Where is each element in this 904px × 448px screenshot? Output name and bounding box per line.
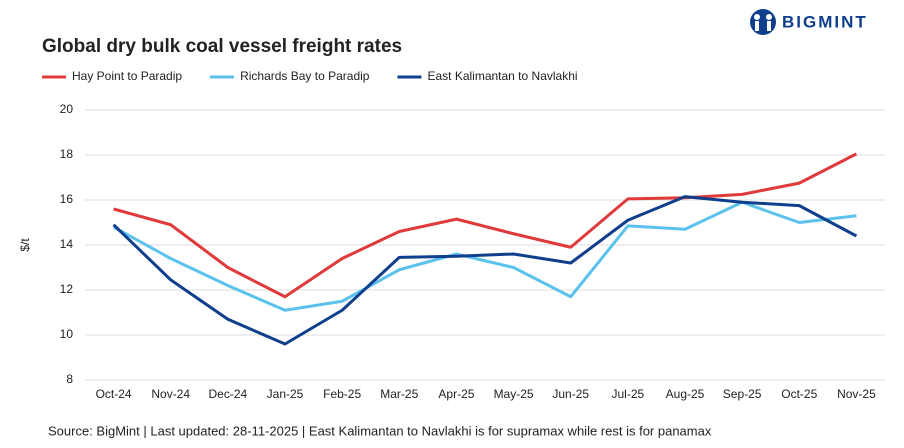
series-line [112,200,857,312]
legend-label: Richards Bay to Paradip [240,69,370,83]
x-tick-label: Nov-24 [151,387,190,401]
x-tick-label: Oct-25 [781,387,817,401]
y-tick-label: 14 [60,237,74,251]
logo-icon-part [767,21,771,31]
logo-icon [750,9,776,35]
y-tick-label: 12 [60,282,74,296]
brand-logo: BIGMINT [750,9,868,35]
y-tick-label: 18 [60,147,74,161]
logo-icon-part [754,14,760,20]
chart-title: Global dry bulk coal vessel freight rate… [42,36,402,57]
x-tick-label: Jun-25 [552,387,589,401]
y-tick-label: 20 [60,102,74,116]
legend-label: East Kalimantan to Navlakhi [427,69,577,83]
x-tick-label: Aug-25 [666,387,705,401]
y-tick-label: 16 [60,192,74,206]
x-tick-label: Mar-25 [380,387,418,401]
y-axis-label: $/t [18,238,32,252]
y-tick-label: 8 [66,372,73,386]
series-line [113,152,858,299]
logo-icon-part [755,21,759,31]
x-tick-label: Jul-25 [612,387,645,401]
legend-label: Hay Point to Paradip [72,69,182,83]
y-tick-label: 10 [60,327,74,341]
x-tick-label: Apr-25 [438,387,474,401]
x-tick-label: Nov-25 [837,387,876,401]
logo-icon-part [766,14,772,20]
x-tick-label: Feb-25 [323,387,361,401]
x-tick-label: Jan-25 [267,387,304,401]
source-note: Source: BigMint | Last updated: 28-11-20… [48,423,712,438]
x-tick-label: Oct-24 [96,387,132,401]
series-line [112,195,858,346]
x-tick-label: Sep-25 [723,387,762,401]
x-tick-label: May-25 [494,387,534,401]
brand-name: BIGMINT [782,12,868,31]
x-tick-label: Dec-24 [209,387,248,401]
